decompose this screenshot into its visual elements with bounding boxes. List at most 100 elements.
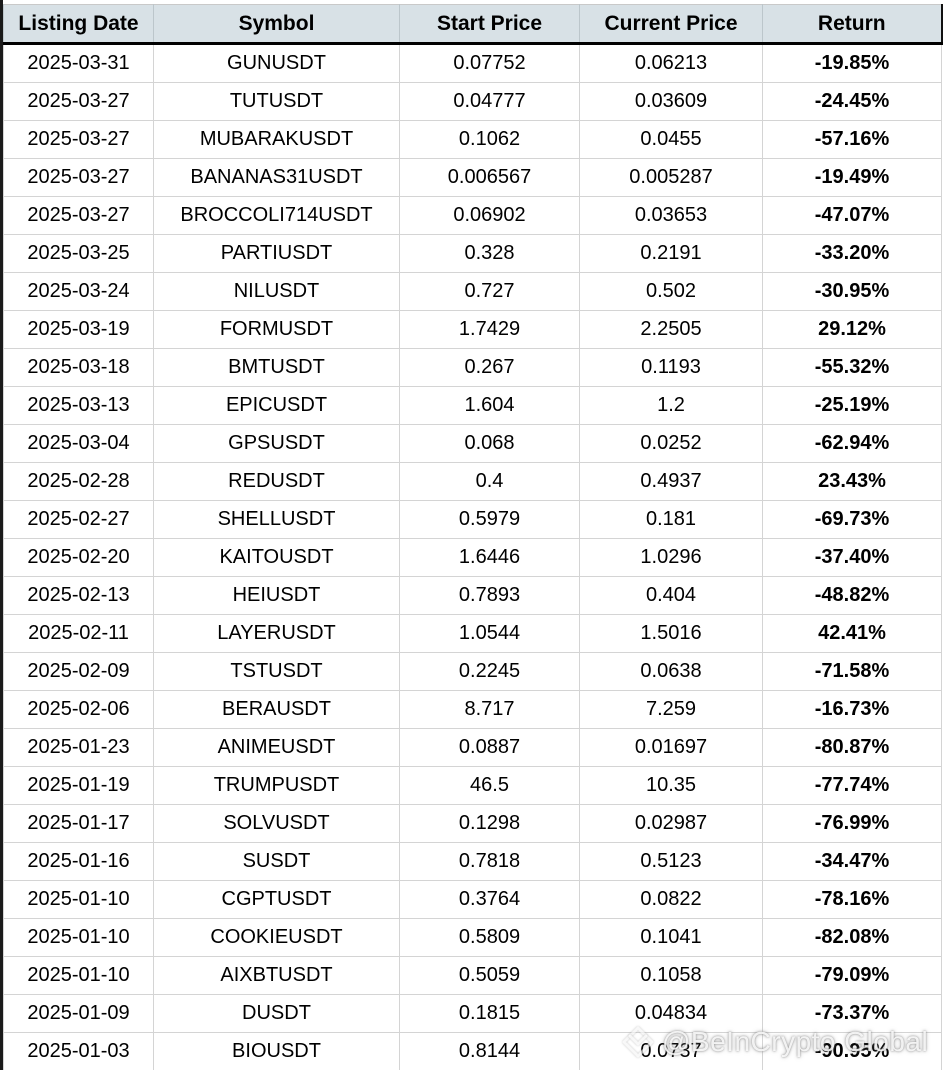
table-header-row: Listing Date Symbol Start Price Current … <box>3 4 943 45</box>
return-cell: -33.20% <box>762 234 942 273</box>
table-row: 2025-01-10 COOKIEUSDT 0.5809 0.1041 -82.08% <box>3 918 942 957</box>
symbol-cell: PARTIUSDT <box>153 234 400 273</box>
table-row: 2025-02-13 HEIUSDT 0.7893 0.404 -48.82% <box>3 576 942 615</box>
current-price-cell: 0.0455 <box>579 120 763 159</box>
symbol-cell: ANIMEUSDT <box>153 728 400 767</box>
symbol-cell: BMTUSDT <box>153 348 400 387</box>
listing-date-cell: 2025-03-27 <box>3 196 154 235</box>
listing-date-cell: 2025-02-27 <box>3 500 154 539</box>
table-row: 2025-02-28 REDUSDT 0.4 0.4937 23.43% <box>3 462 942 501</box>
start-price-cell: 0.04777 <box>399 82 580 121</box>
current-price-cell: 0.181 <box>579 500 763 539</box>
return-cell: -79.09% <box>762 956 942 995</box>
symbol-cell: BROCCOLI714USDT <box>153 196 400 235</box>
return-cell: -71.58% <box>762 652 942 691</box>
current-price-cell: 0.0252 <box>579 424 763 463</box>
table-row: 2025-02-11 LAYERUSDT 1.0544 1.5016 42.41% <box>3 614 942 653</box>
current-price-cell: 0.01697 <box>579 728 763 767</box>
listing-date-cell: 2025-01-10 <box>3 918 154 957</box>
symbol-cell: TUTUSDT <box>153 82 400 121</box>
start-price-cell: 46.5 <box>399 766 580 805</box>
listing-date-cell: 2025-01-09 <box>3 994 154 1033</box>
listing-date-cell: 2025-01-10 <box>3 880 154 919</box>
symbol-cell: BIOUSDT <box>153 1032 400 1070</box>
current-price-cell: 1.0296 <box>579 538 763 577</box>
listing-date-cell: 2025-02-06 <box>3 690 154 729</box>
return-cell: -19.49% <box>762 158 942 197</box>
table-row: 2025-02-20 KAITOUSDT 1.6446 1.0296 -37.40% <box>3 538 942 577</box>
current-price-cell: 10.35 <box>579 766 763 805</box>
symbol-cell: EPICUSDT <box>153 386 400 425</box>
listing-date-cell: 2025-02-20 <box>3 538 154 577</box>
start-price-cell: 1.6446 <box>399 538 580 577</box>
table-row: 2025-03-27 BANANAS31USDT 0.006567 0.005287-… <box>3 158 942 197</box>
symbol-cell: REDUSDT <box>153 462 400 501</box>
table-row: 2025-02-09 TSTUSDT 0.2245 0.0638 -71.58% <box>3 652 942 691</box>
column-header-listing-date: Listing Date <box>3 4 154 45</box>
return-cell: -73.37% <box>762 994 942 1033</box>
current-price-cell: 0.03609 <box>579 82 763 121</box>
listing-date-cell: 2025-03-19 <box>3 310 154 349</box>
symbol-cell: LAYERUSDT <box>153 614 400 653</box>
symbol-cell: COOKIEUSDT <box>153 918 400 957</box>
start-price-cell: 0.1815 <box>399 994 580 1033</box>
start-price-cell: 0.006567 <box>399 158 580 197</box>
symbol-cell: TSTUSDT <box>153 652 400 691</box>
start-price-cell: 0.5979 <box>399 500 580 539</box>
table-row: 2025-03-19 FORMUSDT 1.7429 2.2505 29.12% <box>3 310 942 349</box>
return-cell: -55.32% <box>762 348 942 387</box>
return-cell: -82.08% <box>762 918 942 957</box>
start-price-cell: 0.328 <box>399 234 580 273</box>
listing-date-cell: 2025-01-17 <box>3 804 154 843</box>
start-price-cell: 0.5809 <box>399 918 580 957</box>
current-price-cell: 0.02987 <box>579 804 763 843</box>
return-cell: -34.47% <box>762 842 942 881</box>
symbol-cell: GUNUSDT <box>153 43 400 83</box>
table-outer-border <box>0 0 3 1070</box>
symbol-cell: BERAUSDT <box>153 690 400 729</box>
start-price-cell: 0.068 <box>399 424 580 463</box>
current-price-cell: 0.0737 <box>579 1032 763 1070</box>
table-row: 2025-03-04 GPSUSDT 0.068 0.0252 -62.94% <box>3 424 942 463</box>
current-price-cell: 0.4937 <box>579 462 763 501</box>
return-cell: -48.82% <box>762 576 942 615</box>
listing-date-cell: 2025-01-03 <box>3 1032 154 1070</box>
table-row: 2025-01-10 CGPTUSDT 0.3764 0.0822 -78.16% <box>3 880 942 919</box>
listing-date-cell: 2025-03-13 <box>3 386 154 425</box>
return-cell: -76.99% <box>762 804 942 843</box>
table-row: 2025-03-31 GUNUSDT 0.07752 0.06213 -19.85% <box>3 43 942 83</box>
current-price-cell: 0.005287 <box>579 158 763 197</box>
current-price-cell: 0.5123 <box>579 842 763 881</box>
table-row: 2025-01-23 ANIMEUSDT 0.0887 0.01697 -80.87% <box>3 728 942 767</box>
table-row: 2025-01-19 TRUMPUSDT 46.5 10.35 -77.74% <box>3 766 942 805</box>
return-cell: -90.95% <box>762 1032 942 1070</box>
current-price-cell: 0.0822 <box>579 880 763 919</box>
current-price-cell: 0.04834 <box>579 994 763 1033</box>
listing-date-cell: 2025-03-24 <box>3 272 154 311</box>
listing-date-cell: 2025-03-27 <box>3 120 154 159</box>
table-row: 2025-03-27 TUTUSDT 0.04777 0.03609 -24.45% <box>3 82 942 121</box>
symbol-cell: DUSDT <box>153 994 400 1033</box>
start-price-cell: 0.5059 <box>399 956 580 995</box>
symbol-cell: AIXBTUSDT <box>153 956 400 995</box>
symbol-cell: CGPTUSDT <box>153 880 400 919</box>
symbol-cell: HEIUSDT <box>153 576 400 615</box>
symbol-cell: SOLVUSDT <box>153 804 400 843</box>
current-price-cell: 0.404 <box>579 576 763 615</box>
symbol-cell: FORMUSDT <box>153 310 400 349</box>
listing-date-cell: 2025-01-10 <box>3 956 154 995</box>
column-header-return: Return <box>762 4 943 45</box>
table-row: 2025-03-25 PARTIUSDT 0.328 0.2191 -33.20% <box>3 234 942 273</box>
table-row: 2025-02-27 SHELLUSDT 0.5979 0.181 -69.73% <box>3 500 942 539</box>
listing-date-cell: 2025-02-28 <box>3 462 154 501</box>
current-price-cell: 0.1058 <box>579 956 763 995</box>
column-header-start-price: Start Price <box>399 4 580 45</box>
start-price-cell: 0.727 <box>399 272 580 311</box>
return-cell: 29.12% <box>762 310 942 349</box>
return-cell: -30.95% <box>762 272 942 311</box>
table-row: 2025-03-18 BMTUSDT 0.267 0.1193 -55.32% <box>3 348 942 387</box>
listing-date-cell: 2025-02-13 <box>3 576 154 615</box>
return-cell: 42.41% <box>762 614 942 653</box>
current-price-cell: 0.2191 <box>579 234 763 273</box>
column-header-current-price: Current Price <box>579 4 763 45</box>
